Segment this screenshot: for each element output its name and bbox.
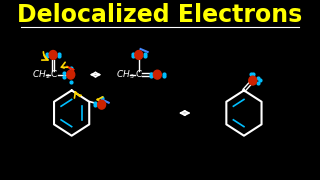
Circle shape xyxy=(249,76,257,85)
Text: Delocalized Electrons: Delocalized Electrons xyxy=(17,3,303,27)
Circle shape xyxy=(135,51,143,59)
Circle shape xyxy=(49,51,57,59)
Text: $CH_2$: $CH_2$ xyxy=(32,68,50,81)
Circle shape xyxy=(153,70,161,79)
Circle shape xyxy=(67,70,75,79)
Circle shape xyxy=(98,100,106,109)
Text: C: C xyxy=(51,70,57,79)
Text: C: C xyxy=(136,70,142,79)
Text: $CH_3$: $CH_3$ xyxy=(116,68,134,81)
